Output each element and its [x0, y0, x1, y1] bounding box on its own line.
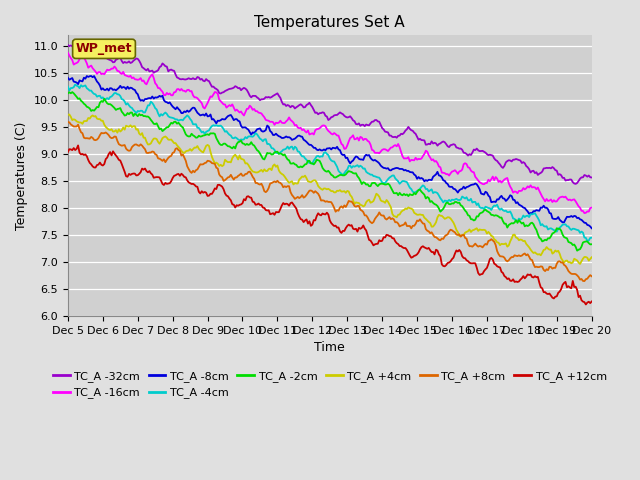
Legend: TC_A -32cm, TC_A -16cm, TC_A -8cm, TC_A -4cm, TC_A -2cm, TC_A +4cm, TC_A +8cm, T: TC_A -32cm, TC_A -16cm, TC_A -8cm, TC_A …	[49, 367, 611, 403]
Y-axis label: Temperatures (C): Temperatures (C)	[15, 121, 28, 230]
X-axis label: Time: Time	[314, 341, 345, 354]
Text: WP_met: WP_met	[76, 42, 132, 55]
Title: Temperatures Set A: Temperatures Set A	[255, 15, 405, 30]
